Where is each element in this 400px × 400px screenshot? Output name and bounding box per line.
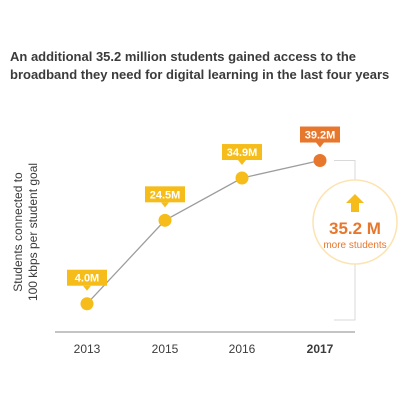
- series-line: [86, 159, 321, 305]
- chart-title-line-1: An additional 35.2 million students gain…: [10, 49, 357, 64]
- annotation-more-students: 35.2 M more students: [312, 179, 398, 265]
- x-tick-label-2015: 2015: [152, 342, 179, 356]
- data-point-2016: [235, 171, 249, 185]
- data-label-2013: 4.0M: [67, 269, 107, 291]
- chart-title: An additional 35.2 million students gain…: [10, 48, 395, 84]
- data-label-text: 24.5M: [150, 189, 181, 201]
- data-label-box: [145, 186, 185, 203]
- data-label-text: 39.2M: [305, 130, 336, 142]
- data-label-2017: 39.2M: [300, 126, 340, 148]
- chart-title-line-2: broadband they need for digital learning…: [10, 66, 390, 82]
- data-point-2015: [158, 213, 172, 227]
- data-point-2013: [80, 297, 94, 311]
- x-tick-label-2017: 2017: [307, 342, 334, 356]
- data-label-text: 4.0M: [75, 273, 99, 285]
- y-axis-label-line-1: Students connected to: [11, 172, 25, 292]
- y-axis-label-line-2: 100 kbps per student goal: [26, 163, 40, 301]
- x-tick-label-2013: 2013: [74, 342, 101, 356]
- annotation-value: 35.2 M: [329, 219, 381, 238]
- up-arrow-icon: [346, 194, 364, 212]
- data-label-box: [67, 269, 107, 286]
- data-label-pointer: [83, 285, 91, 291]
- data-point-2017: [313, 154, 327, 168]
- data-label-pointer: [316, 142, 324, 148]
- up-arrow-shape: [346, 194, 364, 212]
- data-label-pointer: [238, 160, 246, 166]
- data-label-2016: 34.9M: [222, 144, 262, 166]
- x-tick-label-2016: 2016: [229, 342, 256, 356]
- data-label-text: 34.9M: [227, 147, 258, 159]
- data-label-box: [222, 144, 262, 161]
- data-label-pointer: [161, 202, 169, 208]
- y-axis-label: Students connected to 100 kbps per stude…: [11, 163, 40, 301]
- annotation-text: more students: [323, 240, 386, 251]
- data-label-box: [300, 126, 340, 143]
- data-label-2015: 24.5M: [145, 186, 185, 208]
- annotation-circle: [312, 179, 398, 265]
